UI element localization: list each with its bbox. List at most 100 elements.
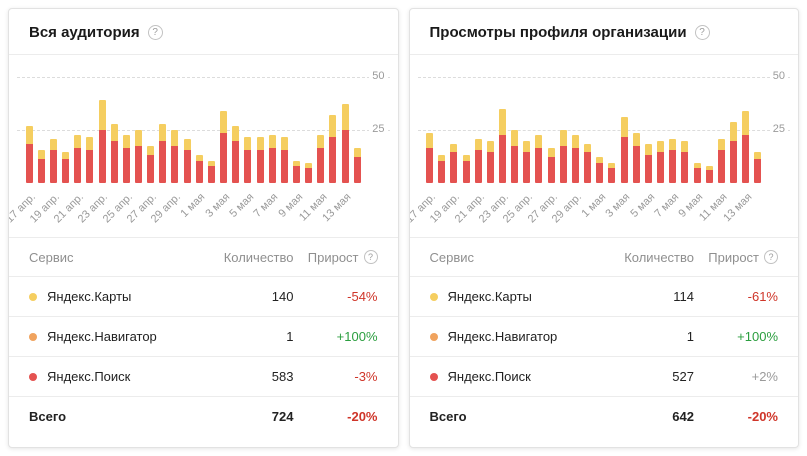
service-cell: Яндекс.Поиск	[29, 369, 198, 384]
bar[interactable]	[630, 67, 642, 183]
bar[interactable]	[96, 67, 108, 183]
bar-segment-maps	[147, 145, 155, 155]
bar-segment-maps	[632, 132, 640, 146]
service-label: Яндекс.Поиск	[447, 369, 531, 384]
bar[interactable]	[303, 67, 315, 183]
service-cell: Яндекс.Карты	[29, 289, 198, 304]
bar-segment-maps	[742, 110, 750, 135]
header-growth-label: Прирост	[708, 249, 759, 265]
table-row: Яндекс.Навигатор 1 +100%	[409, 316, 798, 356]
bar-segment-search	[438, 161, 446, 183]
bar[interactable]	[496, 67, 508, 183]
growth-value: -3%	[354, 369, 378, 384]
stacked-bar-chart: 50 25 17 апр. 19 апр. 21 апр. 23 апр. 25 апр…	[9, 55, 398, 235]
bar[interactable]	[35, 67, 47, 183]
bar[interactable]	[691, 67, 703, 183]
bar[interactable]	[557, 67, 569, 183]
bar-segment-search	[207, 165, 215, 183]
bar[interactable]	[157, 67, 169, 183]
bar[interactable]	[545, 67, 557, 183]
bar[interactable]	[582, 67, 594, 183]
bar[interactable]	[230, 67, 242, 183]
panel-title: Вся аудитория	[29, 24, 140, 41]
bar[interactable]	[145, 67, 157, 183]
bar-segment-maps	[25, 126, 33, 144]
total-growth: -20%	[747, 409, 778, 424]
bar-segment-maps	[717, 139, 725, 151]
bar[interactable]	[642, 67, 654, 183]
bar[interactable]	[108, 67, 120, 183]
bar-segment-maps	[280, 137, 288, 151]
table-header: Сервис Количество Прирост ?	[410, 238, 799, 276]
bar[interactable]	[667, 67, 679, 183]
help-icon[interactable]: ?	[694, 25, 710, 40]
bar-segment-maps	[86, 137, 94, 151]
bar[interactable]	[569, 67, 581, 183]
bar[interactable]	[521, 67, 533, 183]
table-row: Яндекс.Поиск 583 -3%	[9, 356, 398, 396]
bar[interactable]	[169, 67, 181, 183]
bar[interactable]	[339, 67, 351, 183]
bar[interactable]	[84, 67, 96, 183]
bar-segment-search	[122, 147, 130, 183]
stacked-bar-chart: 50 25 17 апр. 19 апр. 21 апр. 23 апр. 25 апр…	[409, 55, 799, 235]
help-icon[interactable]: ?	[147, 25, 163, 40]
bar[interactable]	[654, 67, 666, 183]
bar[interactable]	[47, 67, 59, 183]
bar[interactable]	[715, 67, 727, 183]
bar[interactable]	[606, 67, 618, 183]
bar-segment-search	[62, 158, 70, 183]
bar-segment-search	[280, 150, 288, 183]
bar[interactable]	[59, 67, 71, 183]
bar[interactable]	[181, 67, 193, 183]
bar[interactable]	[290, 67, 302, 183]
bar[interactable]	[351, 67, 363, 183]
bar-segment-search	[669, 150, 677, 183]
series-dot-search	[429, 372, 438, 381]
bar[interactable]	[242, 67, 254, 183]
bar[interactable]	[424, 67, 436, 183]
help-icon[interactable]: ?	[363, 250, 378, 264]
bar[interactable]	[727, 67, 739, 183]
bar[interactable]	[533, 67, 545, 183]
bar[interactable]	[23, 67, 35, 183]
bar-segment-search	[511, 145, 519, 183]
bar[interactable]	[460, 67, 472, 183]
header-growth: Прирост ?	[694, 250, 778, 265]
bar[interactable]	[472, 67, 484, 183]
growth-value: -61%	[747, 289, 778, 304]
bar[interactable]	[193, 67, 205, 183]
bar[interactable]	[132, 67, 144, 183]
bar[interactable]	[509, 67, 521, 183]
bar[interactable]	[315, 67, 327, 183]
bar[interactable]	[205, 67, 217, 183]
header-growth: Прирост ?	[294, 250, 378, 265]
bar-segment-search	[742, 134, 750, 183]
bar-segment-search	[693, 167, 701, 183]
bar-segment-maps	[122, 134, 130, 148]
bar[interactable]	[327, 67, 339, 183]
bar[interactable]	[618, 67, 630, 183]
bar-segment-search	[37, 158, 45, 183]
bar[interactable]	[448, 67, 460, 183]
bar[interactable]	[752, 67, 764, 183]
bar[interactable]	[436, 67, 448, 183]
x-axis-labels: 17 апр. 19 апр. 21 апр. 23 апр. 25 апр. 27 ап…	[409, 185, 765, 235]
bar[interactable]	[679, 67, 691, 183]
bar[interactable]	[484, 67, 496, 183]
bar[interactable]	[266, 67, 278, 183]
bar[interactable]	[278, 67, 290, 183]
bar[interactable]	[594, 67, 606, 183]
bar[interactable]	[218, 67, 230, 183]
bar[interactable]	[703, 67, 715, 183]
help-icon[interactable]: ?	[764, 250, 778, 264]
bar[interactable]	[120, 67, 132, 183]
bar-segment-maps	[62, 152, 70, 159]
bar[interactable]	[740, 67, 752, 183]
total-label: Всего	[429, 409, 467, 424]
bars-area	[424, 67, 765, 183]
bar-segment-maps	[134, 130, 142, 146]
bar[interactable]	[72, 67, 84, 183]
bar[interactable]	[254, 67, 266, 183]
panel-header: Вся аудитория ?	[9, 9, 398, 55]
